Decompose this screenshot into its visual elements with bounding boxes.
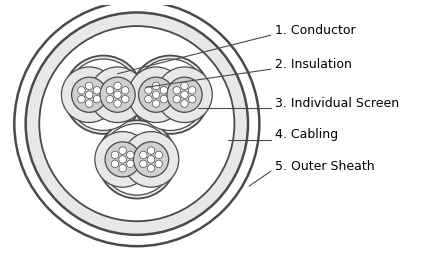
Circle shape xyxy=(39,26,234,221)
Circle shape xyxy=(101,124,172,195)
Circle shape xyxy=(68,59,139,130)
Text: 3. Individual Screen: 3. Individual Screen xyxy=(275,97,399,110)
Circle shape xyxy=(111,151,119,159)
Circle shape xyxy=(95,131,150,187)
Circle shape xyxy=(26,12,248,235)
Circle shape xyxy=(155,160,163,168)
Circle shape xyxy=(140,160,147,168)
Circle shape xyxy=(100,77,135,112)
Circle shape xyxy=(147,164,155,172)
Circle shape xyxy=(61,67,117,123)
Circle shape xyxy=(78,87,85,94)
Circle shape xyxy=(114,91,121,99)
Circle shape xyxy=(114,82,121,90)
Circle shape xyxy=(93,95,101,103)
Circle shape xyxy=(181,82,188,90)
Circle shape xyxy=(152,100,160,107)
Circle shape xyxy=(86,100,93,107)
Circle shape xyxy=(122,95,129,103)
Circle shape xyxy=(90,67,145,123)
Circle shape xyxy=(14,1,259,246)
Circle shape xyxy=(119,164,126,172)
Circle shape xyxy=(135,59,206,130)
Circle shape xyxy=(157,67,212,123)
Text: 4. Cabling: 4. Cabling xyxy=(275,129,338,141)
Circle shape xyxy=(86,82,93,90)
Circle shape xyxy=(106,95,114,103)
Circle shape xyxy=(119,156,126,163)
Circle shape xyxy=(147,147,155,154)
Circle shape xyxy=(140,151,147,159)
Circle shape xyxy=(133,142,169,177)
Circle shape xyxy=(181,100,188,107)
Text: 1. Conductor: 1. Conductor xyxy=(275,24,356,37)
Circle shape xyxy=(119,147,126,154)
Circle shape xyxy=(93,87,101,94)
Circle shape xyxy=(173,95,181,103)
Circle shape xyxy=(144,87,152,94)
Circle shape xyxy=(173,87,181,94)
Circle shape xyxy=(160,87,168,94)
Circle shape xyxy=(188,87,196,94)
Circle shape xyxy=(126,160,134,168)
Circle shape xyxy=(114,100,121,107)
Circle shape xyxy=(126,151,134,159)
Circle shape xyxy=(122,87,129,94)
Circle shape xyxy=(111,160,119,168)
Circle shape xyxy=(144,95,152,103)
Circle shape xyxy=(188,95,196,103)
Circle shape xyxy=(138,77,174,112)
Circle shape xyxy=(152,91,160,99)
Circle shape xyxy=(106,87,114,94)
Circle shape xyxy=(152,82,160,90)
Circle shape xyxy=(78,95,85,103)
Circle shape xyxy=(160,95,168,103)
Circle shape xyxy=(64,56,142,134)
Circle shape xyxy=(105,142,140,177)
Circle shape xyxy=(86,91,93,99)
Circle shape xyxy=(147,156,155,163)
Circle shape xyxy=(131,56,209,134)
Circle shape xyxy=(98,120,176,198)
Circle shape xyxy=(128,67,184,123)
Circle shape xyxy=(72,77,107,112)
Circle shape xyxy=(123,131,179,187)
Text: 2. Insulation: 2. Insulation xyxy=(275,58,352,71)
Circle shape xyxy=(167,77,202,112)
Circle shape xyxy=(155,151,163,159)
Circle shape xyxy=(181,91,188,99)
Text: 5. Outer Sheath: 5. Outer Sheath xyxy=(275,160,375,173)
